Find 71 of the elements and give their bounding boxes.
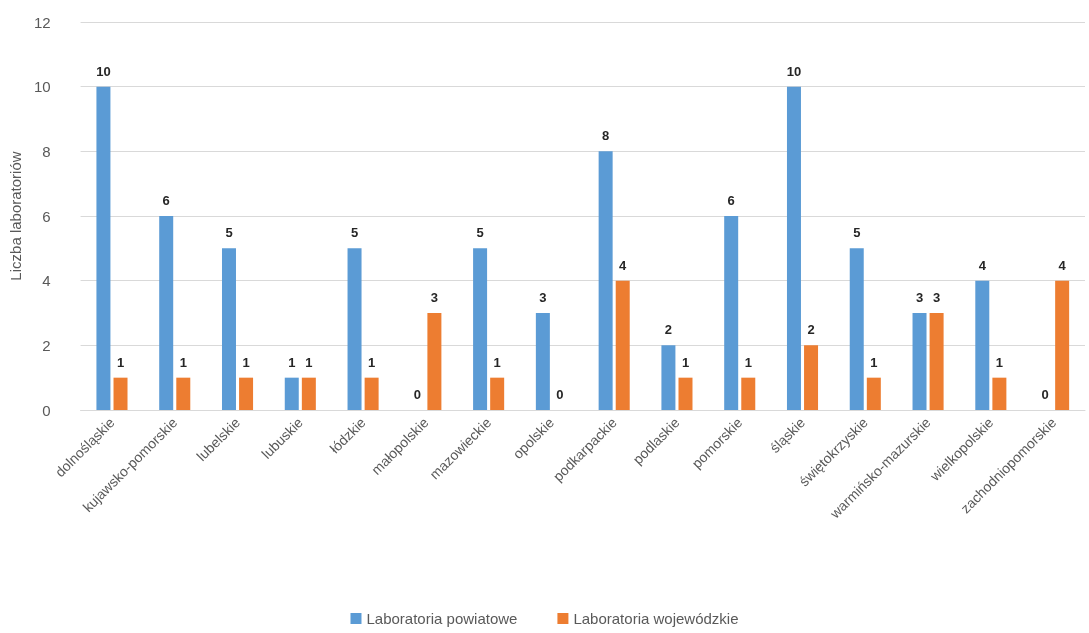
data-label: 5	[350, 225, 359, 241]
data-label: 1	[179, 354, 187, 370]
y-tick-label: 12	[33, 13, 51, 31]
data-label: 1	[995, 354, 1003, 370]
data-label: 2	[807, 322, 815, 338]
data-label: 6	[727, 193, 735, 208]
bar	[724, 216, 739, 410]
bar	[473, 248, 488, 410]
data-label: 1	[493, 354, 501, 370]
data-label: 1	[288, 354, 296, 370]
data-label: 8	[602, 128, 610, 144]
data-label: 3	[430, 290, 439, 305]
y-tick-label: 0	[42, 401, 51, 419]
bar	[221, 248, 236, 410]
data-label: 10	[96, 63, 111, 79]
data-label: 3	[915, 290, 924, 305]
y-tick-label: 8	[42, 142, 51, 160]
bar	[239, 377, 254, 410]
data-label: 0	[413, 387, 421, 402]
bar	[804, 345, 819, 410]
bar	[615, 280, 630, 410]
bar	[661, 345, 676, 410]
data-label: 10	[786, 63, 802, 79]
bar	[427, 313, 442, 410]
bar	[159, 216, 174, 410]
legend-label: Laboratoria powiatowe	[366, 610, 518, 627]
data-label: 5	[476, 225, 484, 241]
bar	[786, 86, 801, 410]
bar	[929, 313, 944, 410]
bar	[992, 377, 1007, 410]
bar	[490, 377, 505, 410]
bar	[912, 313, 927, 410]
bar	[1055, 280, 1070, 410]
data-label: 5	[853, 225, 861, 241]
data-label: 3	[539, 290, 547, 305]
data-label: 1	[305, 354, 313, 370]
y-tick-label: 10	[33, 78, 51, 96]
bar	[284, 377, 299, 410]
data-label: 4	[1058, 257, 1067, 273]
bar	[364, 377, 379, 410]
data-label: 1	[368, 354, 376, 370]
data-label: 4	[978, 257, 987, 273]
y-tick-label: 4	[42, 272, 51, 290]
data-label: 0	[1041, 387, 1049, 402]
data-label: 1	[681, 354, 690, 370]
bar	[176, 377, 191, 410]
data-label: 2	[664, 322, 673, 338]
data-label: 1	[242, 354, 250, 370]
bar	[598, 151, 613, 410]
y-axis-title: Liczba laboratoriów	[7, 151, 24, 281]
data-label: 5	[225, 225, 233, 241]
bar	[96, 86, 111, 410]
data-label: 1	[116, 354, 125, 370]
bar	[113, 377, 128, 410]
bar	[741, 377, 756, 410]
data-label: 0	[556, 387, 564, 402]
data-label: 3	[932, 290, 941, 305]
bar	[849, 248, 864, 410]
y-tick-label: 2	[42, 336, 51, 354]
bar	[347, 248, 362, 410]
data-label: 1	[870, 354, 878, 370]
bar	[535, 313, 550, 410]
bar	[301, 377, 316, 410]
y-tick-label: 6	[42, 207, 51, 225]
bar	[866, 377, 881, 410]
bar	[975, 280, 990, 410]
data-label: 6	[162, 193, 170, 208]
data-label: 1	[744, 354, 752, 370]
data-label: 4	[619, 257, 628, 273]
legend-label: Laboratoria wojewódzkie	[573, 610, 739, 627]
bar	[678, 377, 693, 410]
